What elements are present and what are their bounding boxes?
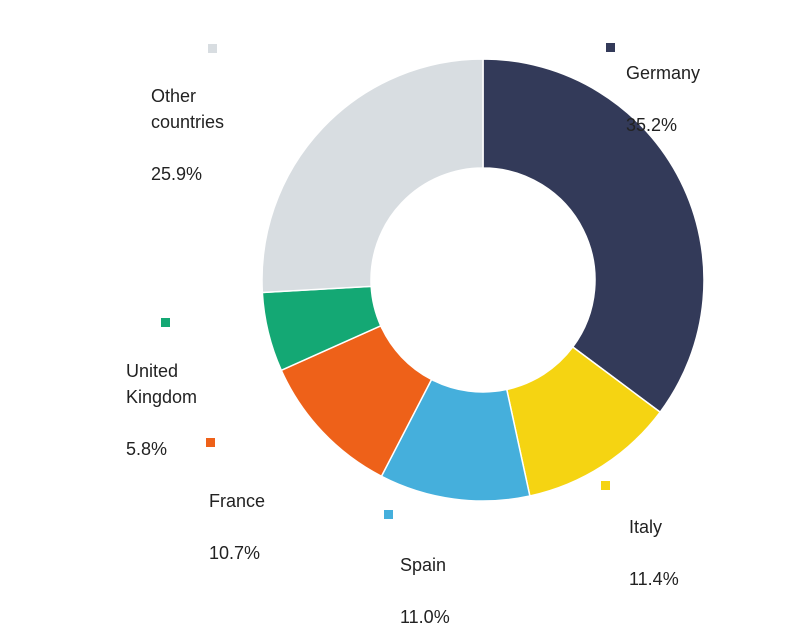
legend-marker-germany xyxy=(606,43,615,52)
label-france-value: 10.7% xyxy=(209,543,261,563)
label-france: France 10.7% xyxy=(209,462,265,566)
legend-marker-united-kingdom xyxy=(161,318,170,327)
legend-marker-france xyxy=(206,438,215,447)
label-spain-value: 11.0% xyxy=(400,607,450,627)
legend-marker-other-countries xyxy=(208,44,217,53)
donut-slice-other-countries xyxy=(261,58,484,294)
label-italy-name: Italy xyxy=(629,517,663,537)
label-united-kingdom-name: United Kingdom xyxy=(126,361,198,407)
label-united-kingdom-value: 5.8% xyxy=(126,439,168,459)
label-united-kingdom: United Kingdom 5.8% xyxy=(126,332,197,462)
label-france-name: France xyxy=(209,491,266,511)
label-italy-value: 11.4% xyxy=(629,569,679,589)
label-italy: Italy 11.4% xyxy=(629,488,679,592)
label-other-countries: Other countries 25.9% xyxy=(151,57,224,187)
label-germany: Germany 35.2% xyxy=(626,34,700,138)
label-germany-name: Germany xyxy=(626,63,701,83)
label-spain: Spain 11.0% xyxy=(400,526,450,630)
legend-marker-italy xyxy=(601,481,610,490)
label-spain-name: Spain xyxy=(400,555,447,575)
donut-chart xyxy=(261,58,705,502)
label-other-countries-value: 25.9% xyxy=(151,164,203,184)
label-germany-value: 35.2% xyxy=(626,115,678,135)
legend-marker-spain xyxy=(384,510,393,519)
donut-slice-germany xyxy=(482,58,705,414)
label-other-countries-name: Other countries xyxy=(151,86,225,132)
